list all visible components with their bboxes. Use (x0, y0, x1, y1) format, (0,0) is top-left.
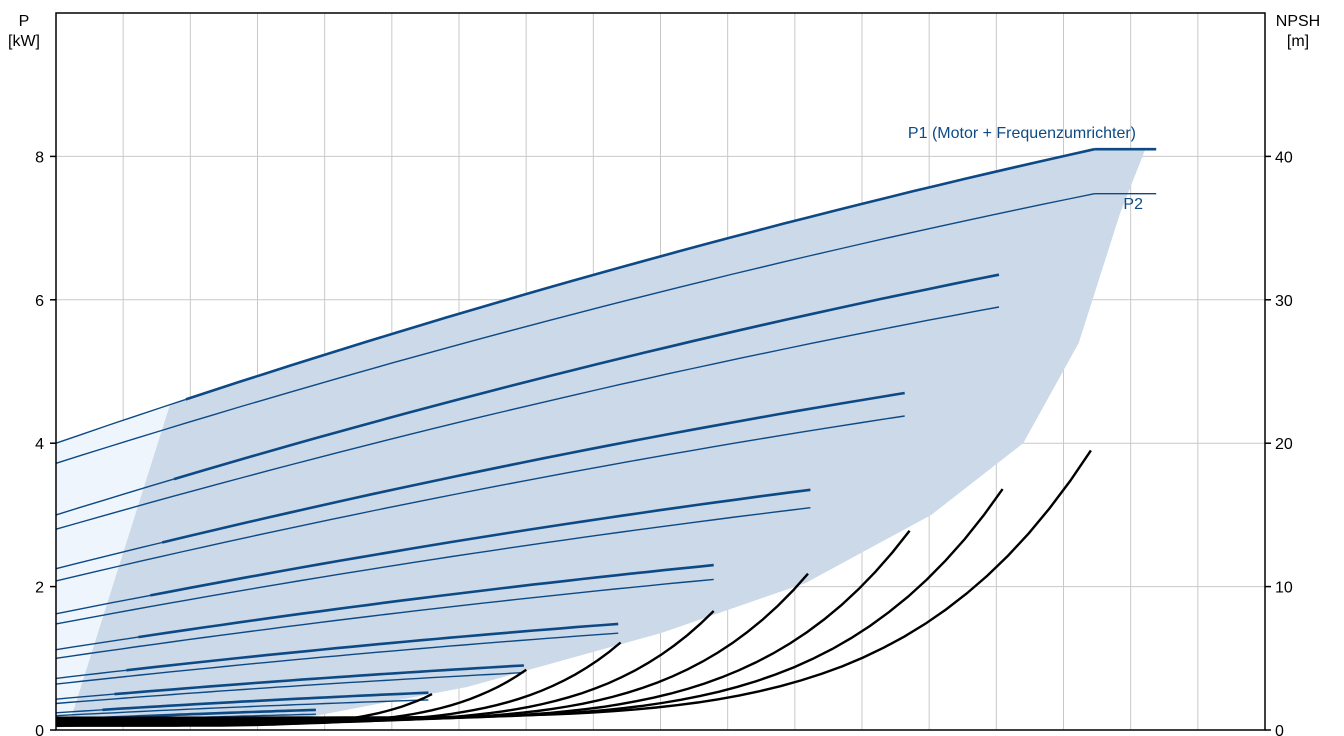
npsh-curves (56, 449, 1092, 727)
right-tick-label: 30 (1275, 293, 1293, 310)
p1-curve (185, 147, 1095, 401)
left-axis-ticks: 0 2 4 6 8 (35, 149, 56, 736)
p1-curve (161, 391, 905, 544)
left-tick-label: 2 (35, 580, 44, 597)
p2-curve (55, 193, 1095, 464)
p1-curve-start (55, 478, 175, 516)
p1-curve (114, 664, 524, 696)
p2-curve (55, 671, 524, 705)
right-tick-label: 10 (1275, 580, 1293, 597)
right-tick-label: 20 (1275, 436, 1293, 453)
left-tick-label: 4 (35, 436, 44, 453)
right-tick-label: 40 (1275, 149, 1293, 166)
p1-curve (138, 563, 714, 639)
p2-curve (55, 306, 1000, 530)
p1-curve-label: P1 (Motor + Frequenzumrichter) (908, 125, 1136, 142)
p2-curve (55, 415, 905, 582)
left-tick-label: 8 (35, 149, 44, 166)
p1-curve-start (55, 693, 115, 700)
left-tick-label: 0 (35, 723, 44, 736)
plot-frame (55, 12, 1266, 731)
p1-curve-start (55, 541, 163, 570)
p1-curve (173, 273, 1000, 481)
envelope-main-region (68, 147, 1146, 728)
p1-curve (150, 488, 811, 597)
p1-curve (126, 622, 619, 672)
p2-curve (55, 507, 811, 625)
p1-curve-start (55, 669, 127, 680)
right-axis-title-line1: NPSH (1276, 13, 1320, 30)
right-tick-label: 0 (1275, 723, 1284, 736)
right-axis-title-line2: [m] (1287, 33, 1309, 50)
p2-curve (55, 699, 429, 717)
p2-curve (55, 578, 714, 659)
npsh-curve (56, 449, 1092, 719)
left-axis-title-line2: [kW] (8, 33, 40, 50)
p1-curve-start (55, 636, 139, 651)
p1-curve (102, 691, 429, 712)
p2-curve (55, 632, 619, 685)
p1-curve-start (55, 398, 187, 444)
right-axis-ticks: 0 10 20 30 40 (1265, 149, 1293, 736)
left-axis-title-line1: P (19, 13, 30, 30)
p1-curve-start (55, 709, 103, 714)
left-tick-label: 6 (35, 293, 44, 310)
operating-envelope (56, 147, 1146, 730)
p2-curve-label: P2 (1123, 196, 1143, 213)
p1-curve-start (55, 594, 151, 615)
